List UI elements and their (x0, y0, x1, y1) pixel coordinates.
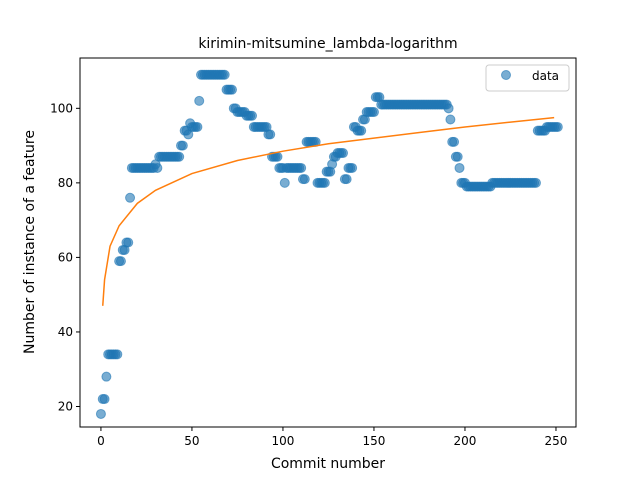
x-tick-label: 50 (184, 434, 199, 448)
data-point (452, 151, 463, 162)
data-layer (95, 69, 563, 419)
data-point (265, 129, 276, 140)
x-tick-label: 0 (97, 434, 105, 448)
data-point (174, 151, 185, 162)
data-point (192, 121, 203, 132)
data-point (449, 136, 460, 147)
data-point (368, 107, 379, 118)
data-point (299, 174, 310, 185)
y-axis-label: Number of instance of a feature (22, 130, 38, 354)
y-tick-label: 60 (58, 250, 73, 264)
legend: data (485, 64, 570, 92)
data-point (219, 69, 230, 80)
chart-title: kirimin-mitsumine_lambda-logarithm (198, 36, 457, 52)
legend-label: data (532, 69, 559, 83)
fit-layer (102, 116, 555, 306)
x-tick-label: 100 (271, 434, 294, 448)
y-tick-label: 40 (58, 325, 73, 339)
data-point (296, 162, 307, 173)
y-tick-label: 100 (50, 101, 73, 115)
data-point (123, 237, 134, 248)
data-point (95, 408, 106, 419)
data-point (443, 103, 454, 114)
data-point (177, 140, 188, 151)
data-point (115, 256, 126, 267)
data-point (226, 84, 237, 95)
data-point (552, 121, 563, 132)
legend-marker (501, 70, 511, 80)
data-point (99, 394, 110, 405)
data-point (530, 177, 541, 188)
data-point (445, 114, 456, 125)
x-axis: 0 50 100 150 200 250 (97, 427, 567, 448)
data-point (341, 174, 352, 185)
x-axis-label: Commit number (271, 456, 385, 472)
data-point (152, 162, 163, 173)
data-point (125, 192, 136, 203)
data-point (112, 349, 123, 360)
data-point (356, 125, 367, 136)
data-point (319, 177, 330, 188)
y-tick-label: 80 (58, 176, 73, 190)
x-tick-label: 150 (363, 434, 386, 448)
x-tick-label: 200 (454, 434, 477, 448)
x-tick-label: 250 (545, 434, 568, 448)
data-point (347, 162, 358, 173)
data-point (279, 177, 290, 188)
y-tick-label: 20 (58, 400, 73, 414)
fit-line (102, 116, 555, 306)
data-point (247, 110, 258, 121)
plot-frame (79, 57, 577, 428)
y-axis: 20 40 60 80 100 (50, 101, 80, 414)
data-point (194, 95, 205, 106)
data-point (101, 371, 112, 382)
data-point (338, 148, 349, 159)
data-point (454, 162, 465, 173)
